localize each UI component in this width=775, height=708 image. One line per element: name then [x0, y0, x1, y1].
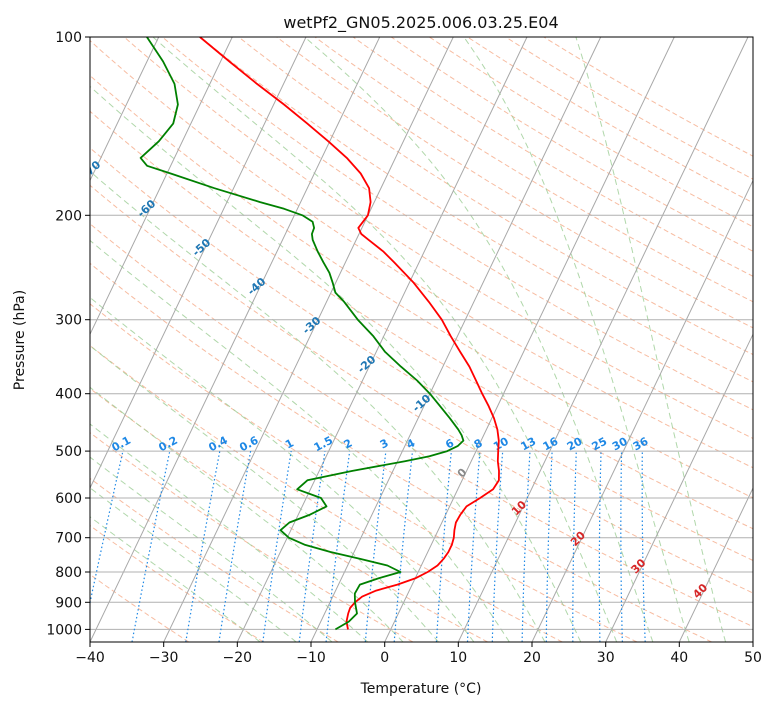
- dry-adiabat-line: [90, 74, 753, 499]
- mixing-ratio-label: 36: [631, 435, 651, 454]
- mixing-ratio-label: 13: [519, 435, 539, 454]
- isotherm-line: [90, 37, 307, 490]
- moist-adiabat-line: [575, 37, 727, 642]
- dry-adiabat-line: [161, 37, 753, 411]
- dry-adiabat-line: [90, 573, 190, 642]
- temperature-profile-line: [199, 37, 500, 630]
- x-tick-label: 10: [449, 650, 467, 666]
- mixing-ratio-label: 16: [541, 435, 561, 454]
- isotherm-line: [384, 37, 675, 642]
- dry-adiabat-line: [90, 110, 753, 530]
- moist-adiabat-line: [90, 296, 475, 642]
- dry-adiabat-line: [90, 477, 339, 642]
- mixing-ratio-label: 25: [590, 435, 610, 454]
- moist-adiabat-line: [90, 456, 333, 642]
- moist-adiabat-line: [90, 386, 404, 642]
- y-tick-label: 1000: [46, 622, 82, 638]
- moist-adiabat-line: [90, 85, 582, 642]
- isotherm-line: [90, 37, 160, 182]
- moist-adiabats: [90, 37, 727, 642]
- isotherm-line: [752, 640, 753, 642]
- isotherm-line: [236, 37, 528, 642]
- moist-adiabat-line: [90, 423, 369, 642]
- x-tick-label: −40: [75, 650, 105, 666]
- isotherm-line: [678, 486, 753, 642]
- profile-series: [139, 37, 500, 631]
- moist-adiabat-line: [463, 37, 690, 642]
- axis-ticks: −40 −30 −20 −10 0 10 20 30 40 50 100 200 300 400 500 60…: [46, 30, 762, 666]
- mixing-ratio-label: 10: [491, 435, 511, 454]
- dry-adiabat-line: [90, 262, 712, 642]
- dry-adiabat-line: [200, 37, 753, 383]
- x-tick-label: 40: [670, 650, 688, 666]
- y-tick-label: 200: [55, 208, 82, 224]
- dry-adiabat-line: [90, 223, 753, 628]
- isotherm-line: [90, 37, 381, 642]
- isotherm-line: [310, 37, 602, 642]
- y-tick-label: 400: [55, 387, 82, 403]
- x-tick-label: −10: [296, 650, 326, 666]
- dry-adiabat-line: [90, 184, 753, 594]
- isotherm-line: [163, 37, 454, 642]
- y-tick-label: 800: [55, 565, 82, 581]
- isotherm-line: [605, 333, 753, 642]
- moist-adiabat-line: [90, 516, 261, 642]
- mixing-ratio-label: 30: [610, 435, 630, 454]
- y-tick-label: 900: [55, 595, 82, 611]
- plot-frame: [89, 36, 754, 643]
- y-tick-label: 600: [55, 491, 82, 507]
- y-axis-label: Pressure (hPa): [12, 290, 28, 390]
- dry-adiabat-line: [90, 303, 638, 642]
- y-tick-label: 100: [55, 30, 82, 46]
- moist-adiabat-line: [152, 37, 618, 642]
- isotherm-line: [90, 37, 233, 336]
- mixing-ratio-line: [435, 451, 452, 642]
- x-tick-label: 30: [597, 650, 615, 666]
- isotherm-label: -80: [25, 119, 49, 142]
- chart-title: wetPf2_GN05.2025.006.03.25.E04: [283, 13, 558, 33]
- y-tick-label: 700: [55, 531, 82, 547]
- moist-adiabat-line: [90, 170, 546, 642]
- dry-adiabat-line: [90, 344, 563, 642]
- x-tick-label: −20: [223, 650, 253, 666]
- isotherm-line: [531, 179, 753, 642]
- dry-adiabat-line: [238, 37, 753, 356]
- y-tick-label: 300: [55, 313, 82, 329]
- moist-adiabat-line: [304, 37, 654, 642]
- y-tick-label: 500: [55, 444, 82, 460]
- isotherm-line: [457, 37, 749, 642]
- x-axis-label: Temperature (°C): [360, 681, 482, 697]
- mixing-ratio-lines: [90, 450, 646, 642]
- isotherms: [0, 37, 753, 642]
- x-tick-label: −30: [149, 650, 179, 666]
- dewpoint-profile-line: [139, 37, 465, 631]
- x-tick-label: 50: [744, 650, 762, 666]
- mixing-ratio-label: 20: [565, 435, 585, 454]
- mixing-ratio-line: [393, 451, 414, 642]
- mixing-ratio-line: [298, 451, 326, 642]
- x-tick-label: 0: [380, 650, 389, 666]
- x-tick-label: 20: [523, 650, 541, 666]
- mixing-ratio-line: [364, 451, 387, 642]
- mixing-ratio-line: [262, 451, 292, 642]
- moist-adiabat-line: [90, 239, 510, 642]
- mixing-ratio-line: [325, 451, 351, 642]
- isotherm-line: [0, 37, 11, 642]
